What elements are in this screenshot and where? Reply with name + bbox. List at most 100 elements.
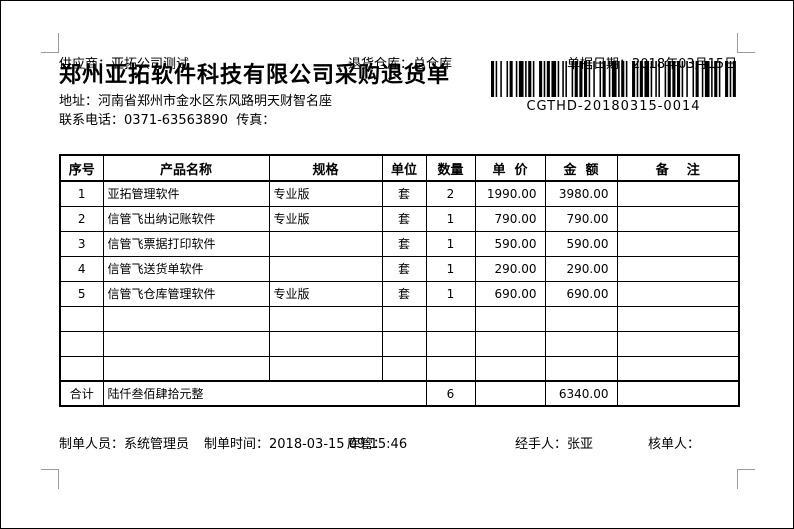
col-header-index: 序号 <box>59 154 104 182</box>
table-cell: 信管飞票据打印软件 <box>102 230 270 257</box>
table-cell <box>425 330 476 357</box>
table-cell <box>425 355 476 382</box>
table-row: 5 信管飞仓库管理软件 专业版套 1 690.00 690.00 <box>59 280 740 307</box>
maker-label: 制单人员： <box>59 437 125 452</box>
make-time-label: 制单时间： <box>204 437 270 452</box>
address-label: 地址： <box>59 94 99 109</box>
table-cell <box>268 255 383 282</box>
handler-label: 经手人： <box>515 437 568 452</box>
table-cell <box>381 330 427 357</box>
warehouse-label: 退货仓库： <box>348 57 414 72</box>
table-cell <box>268 355 383 382</box>
total-amount-in-words: 陆仟叁佰肆拾元整 <box>102 380 427 407</box>
barcode-image <box>491 61 736 97</box>
table-cell: 套 <box>381 230 427 257</box>
table-cell <box>616 205 740 232</box>
table-cell <box>425 305 476 332</box>
table-cell: 4 <box>59 255 104 282</box>
return-warehouse-field: 退货仓库：总仓库 <box>348 53 452 72</box>
table-cell <box>268 305 383 332</box>
col-header-amount: 金 额 <box>544 154 618 182</box>
crop-mark-bottom-right <box>737 469 755 489</box>
checker-field: 核单人： <box>648 433 700 452</box>
total-remark <box>616 380 740 407</box>
table-cell <box>544 330 618 357</box>
table-cell: 790.00 <box>474 205 546 232</box>
table-cell <box>59 355 104 382</box>
col-header-quantity: 数量 <box>425 154 476 182</box>
table-cell: 专业版 <box>268 180 383 207</box>
supplier-label: 供应商： <box>59 57 112 72</box>
phone-label: 联系电话： <box>59 113 125 128</box>
col-header-product-name: 产品名称 <box>102 154 270 182</box>
crop-mark-bottom-left <box>41 469 59 489</box>
checker-label: 核单人： <box>648 437 701 452</box>
total-quantity: 6 <box>425 380 476 407</box>
phone-fax-gap <box>228 113 236 128</box>
table-cell: 亚拓管理软件 <box>102 180 270 207</box>
footer-line: 制单人员：系统管理员 制单时间：2018-03-15 09:15:46 库管： … <box>59 433 738 452</box>
table-row: 3 信管飞票据打印软件套 1 590.00 590.00 <box>59 230 740 257</box>
table-cell: 790.00 <box>544 205 618 232</box>
table-cell <box>102 330 270 357</box>
total-label: 合计 <box>59 380 104 407</box>
items-table: 序号 产品名称 规格 单位 数量 单 价 金 额 备 注 1 亚拓管理软件 专业版套… <box>59 154 740 407</box>
table-cell <box>474 305 546 332</box>
table-cell: 5 <box>59 280 104 307</box>
table-cell: 3980.00 <box>544 180 618 207</box>
col-header-unit: 单位 <box>381 154 427 182</box>
table-cell <box>59 305 104 332</box>
col-header-remark: 备 注 <box>616 154 740 182</box>
table-cell <box>102 305 270 332</box>
table-cell: 3 <box>59 230 104 257</box>
total-amount: 6340.00 <box>544 380 618 407</box>
barcode-text: CGTHD-20180315-0014 <box>526 99 701 114</box>
table-cell <box>616 330 740 357</box>
make-time-value: 2018-03-15 09:15:46 <box>269 437 408 452</box>
fax-label: 传真： <box>236 113 276 128</box>
address-line: 地址：河南省郑州市金水区东风路明天财智名座 <box>59 90 332 109</box>
table-cell: 1 <box>59 180 104 207</box>
table-row <box>59 355 740 382</box>
table-cell <box>381 305 427 332</box>
table-cell <box>616 255 740 282</box>
table-cell <box>544 355 618 382</box>
table-cell: 2 <box>59 205 104 232</box>
warehouse-value: 总仓库 <box>413 57 453 72</box>
table-cell <box>616 355 740 382</box>
make-time-field: 制单时间：2018-03-15 09:15:46 <box>204 433 407 452</box>
table-row: 2 信管飞出纳记账软件 专业版套 1 790.00 790.00 <box>59 205 740 232</box>
warehouse-keeper-field: 库管： <box>347 433 386 452</box>
table-cell: 290.00 <box>544 255 618 282</box>
crop-mark-top-right <box>737 33 755 53</box>
table-cell <box>544 305 618 332</box>
table-cell: 套 <box>381 280 427 307</box>
supplier-field: 供应商：亚拓公司测试 <box>59 53 189 72</box>
table-cell <box>474 355 546 382</box>
table-cell <box>616 280 740 307</box>
table-cell <box>59 330 104 357</box>
phone-value: 0371-63563890 <box>124 113 228 128</box>
table-cell <box>268 330 383 357</box>
table-cell: 290.00 <box>474 255 546 282</box>
table-cell: 信管飞出纳记账软件 <box>102 205 270 232</box>
table-cell: 1 <box>425 280 476 307</box>
table-cell <box>616 305 740 332</box>
table-cell: 专业版 <box>268 280 383 307</box>
keeper-label: 库管： <box>347 437 387 452</box>
table-cell: 690.00 <box>474 280 546 307</box>
barcode-block: CGTHD-20180315-0014 <box>491 61 736 114</box>
maker-value: 系统管理员 <box>124 437 190 452</box>
maker-field: 制单人员：系统管理员 <box>59 433 189 452</box>
table-cell: 套 <box>381 205 427 232</box>
info-line: 供应商：亚拓公司测试 退货仓库：总仓库 单据日期：2018年03月15日 <box>59 53 738 72</box>
table-cell: 1 <box>425 205 476 232</box>
date-value: 2018年03月15日 <box>632 57 738 72</box>
supplier-value: 亚拓公司测试 <box>111 57 190 72</box>
table-cell: 专业版 <box>268 205 383 232</box>
date-label: 单据日期： <box>567 57 633 72</box>
table-cell <box>616 230 740 257</box>
table-cell: 1 <box>425 255 476 282</box>
crop-mark-top-left <box>41 33 59 53</box>
